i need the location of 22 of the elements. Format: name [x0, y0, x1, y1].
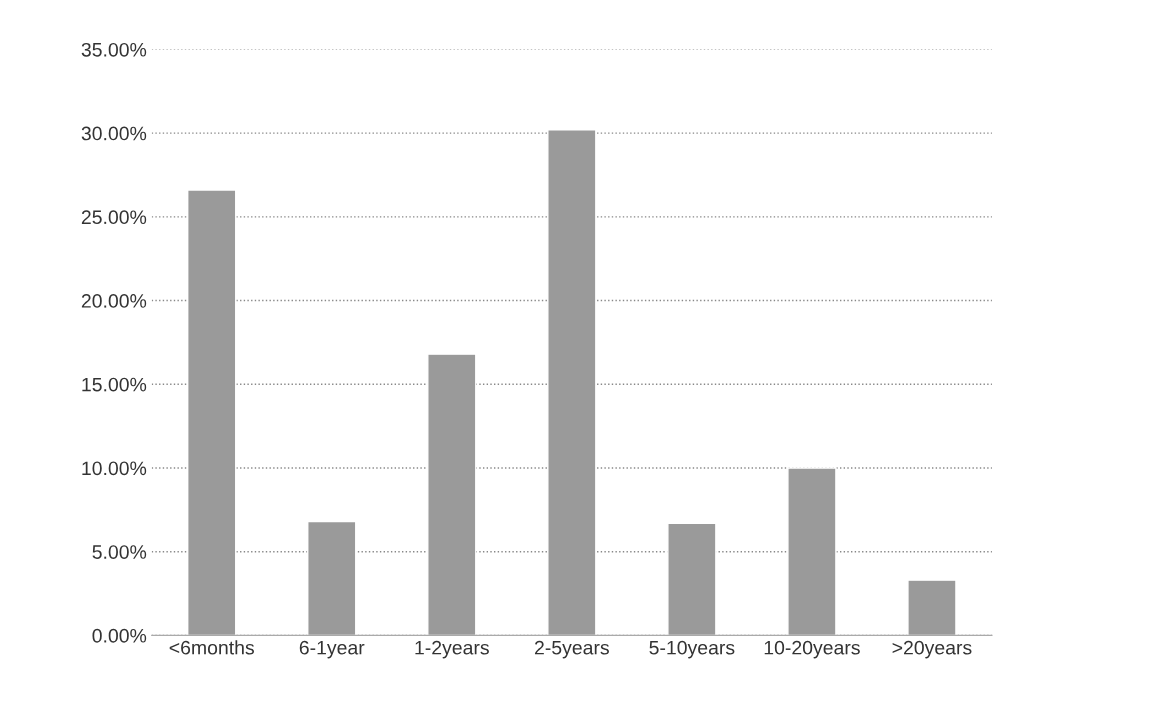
x-tick-label: 2-5years	[534, 640, 609, 659]
bar	[907, 579, 957, 636]
x-tick-label: 10-20years	[764, 640, 860, 659]
bar	[307, 520, 357, 636]
bar	[547, 129, 597, 636]
bar	[187, 189, 237, 636]
y-tick-label: 25.00%	[81, 210, 147, 225]
bar	[427, 353, 477, 636]
x-tick-label: 1-2years	[415, 640, 489, 659]
y-tick-label: 20.00%	[81, 294, 147, 308]
y-tick-label: 10.00%	[82, 461, 147, 476]
y-tick-label: 30.00%	[81, 126, 147, 141]
x-tick-label: <6months	[169, 640, 254, 655]
x-tick-label: 6-1year	[299, 640, 365, 659]
bar	[667, 522, 717, 636]
y-tick-label: 15.00%	[82, 377, 147, 392]
x-tick-label: 5-10years	[649, 640, 735, 659]
bar	[787, 467, 837, 636]
y-tick-label: 0.00%	[92, 628, 147, 643]
y-tick-label: 35.00%	[81, 42, 147, 57]
x-tick-label: >20years	[892, 640, 972, 659]
y-tick-label: 5.00%	[92, 545, 147, 559]
